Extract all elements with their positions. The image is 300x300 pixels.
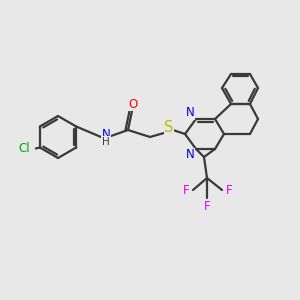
- Text: Cl: Cl: [18, 142, 30, 155]
- Text: H: H: [102, 137, 110, 147]
- Text: N: N: [102, 128, 110, 140]
- Text: S: S: [164, 119, 174, 134]
- Text: F: F: [183, 184, 189, 197]
- Text: O: O: [128, 98, 138, 110]
- Text: N: N: [186, 106, 194, 119]
- Text: F: F: [226, 184, 232, 197]
- Text: F: F: [204, 200, 210, 212]
- Text: N: N: [186, 148, 194, 161]
